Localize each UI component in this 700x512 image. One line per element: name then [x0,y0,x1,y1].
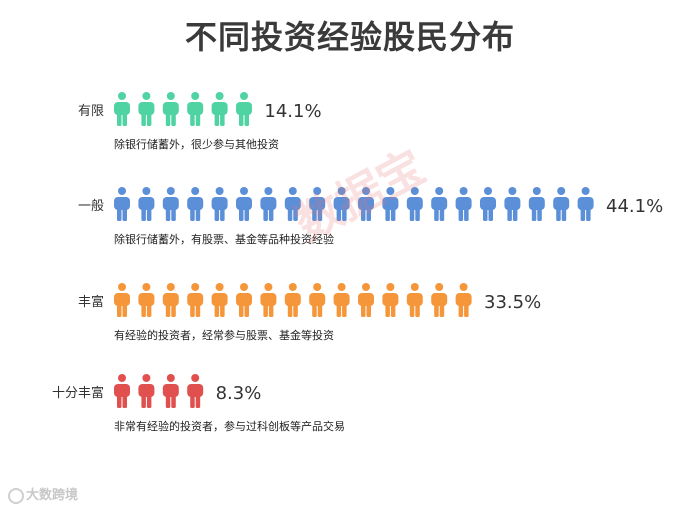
person-icon [236,187,252,221]
person-icon [358,283,374,317]
person-icon [236,283,252,317]
person-icon [309,187,326,221]
person-icon [162,92,179,126]
person-icon [480,187,496,221]
person-icon [162,374,179,408]
person-icon [138,92,155,126]
person-icon [309,283,326,317]
person-icon [260,187,277,221]
person-icon [187,187,204,221]
person-icon [528,187,545,221]
person-icon [382,187,399,221]
person-icon [236,92,252,126]
person-icon [504,187,521,221]
row-description: 有经验的投资者，经常参与股票、基金等投资 [114,328,334,342]
row-description: 除银行储蓄外，有股票、基金等品种投资经验 [114,232,334,246]
person-icon [333,283,350,317]
row-description: 非常有经验的投资者，参与过科创板等产品交易 [114,419,345,433]
person-icon [260,283,277,317]
person-icon [431,187,448,221]
person-icon [187,92,204,126]
person-icon [138,187,155,221]
row-label: 一般 [78,198,104,214]
value-label: 8.3% [216,383,262,404]
value-label: 14.1% [264,101,321,122]
person-icon [187,283,204,317]
person-icon [284,187,301,221]
person-icon [211,283,228,317]
row-description: 除银行储蓄外，很少参与其他投资 [114,137,279,151]
person-icon [406,283,423,317]
person-icon [114,283,130,317]
brand-text: 大数跨境 [26,488,79,503]
person-icon [284,283,301,317]
chart-title: 不同投资经验股民分布 [184,18,515,56]
person-icon [455,283,472,317]
person-icon [358,187,374,221]
person-icon [577,187,594,221]
value-label: 33.5% [484,292,541,313]
row-label: 十分丰富 [52,385,104,401]
person-icon [406,187,423,221]
brand-label: 大数跨境 [8,484,78,504]
person-icon [431,283,448,317]
person-icon [211,187,228,221]
person-icon [114,92,130,126]
brand-logo-icon [8,487,24,504]
person-icon [114,374,130,408]
row-label: 丰富 [78,294,104,310]
person-icon [138,374,155,408]
person-icon [333,187,350,221]
person-icon [382,283,399,317]
person-icon [138,283,155,317]
person-icon [162,283,179,317]
value-label: 44.1% [606,196,663,217]
row-label: 有限 [78,104,104,119]
person-icon [114,187,130,221]
person-icon [553,187,570,221]
person-icon [162,187,179,221]
person-icon [187,374,204,408]
person-icon [211,92,228,126]
person-icon [455,187,472,221]
